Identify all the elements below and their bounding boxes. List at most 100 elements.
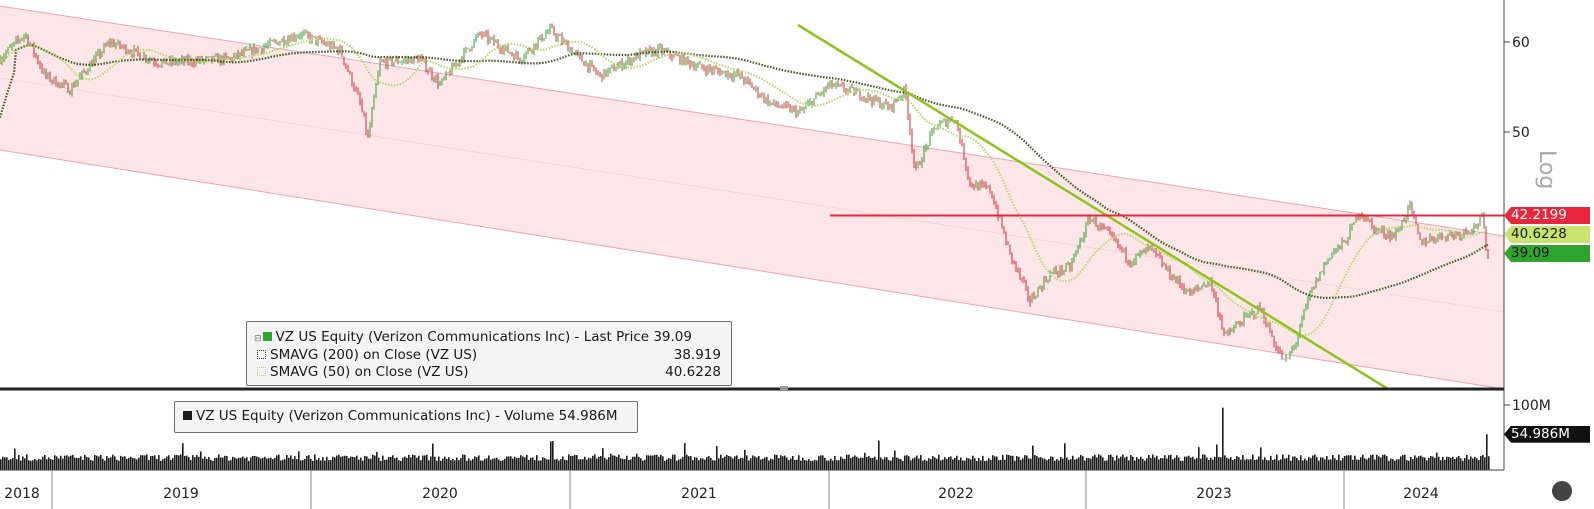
volume-bar	[1120, 456, 1122, 470]
volume-bar	[194, 457, 196, 470]
volume-bar	[920, 454, 922, 470]
volume-bar	[1218, 456, 1220, 470]
volume-bar	[800, 460, 802, 470]
volume-bar	[284, 459, 286, 470]
panel-resize-handle[interactable]	[780, 386, 788, 390]
volume-bar	[1406, 460, 1408, 470]
volume-bar	[1432, 456, 1434, 470]
volume-bar	[224, 455, 226, 470]
volume-bar	[438, 456, 440, 470]
volume-bar	[390, 457, 392, 470]
volume-bar	[520, 455, 522, 470]
volume-bar	[1106, 460, 1108, 470]
volume-bar	[1060, 457, 1062, 470]
volume-bar	[898, 458, 900, 470]
volume-bar	[966, 457, 968, 470]
volume-bar	[942, 459, 944, 470]
volume-bar	[562, 456, 564, 470]
volume-bar	[368, 458, 370, 470]
volume-bar	[260, 458, 262, 470]
volume-bar	[1200, 458, 1202, 470]
volume-bar	[614, 455, 616, 470]
volume-bar	[332, 456, 334, 470]
volume-bar	[1216, 444, 1218, 470]
volume-bar	[624, 459, 626, 470]
volume-bar	[1094, 454, 1096, 470]
volume-bar	[1360, 457, 1362, 470]
volume-bar	[1004, 459, 1006, 470]
volume-bar	[320, 460, 322, 470]
volume-bar	[1374, 459, 1376, 470]
volume-bar	[1008, 454, 1010, 470]
volume-bar	[1088, 458, 1090, 470]
volume-bar	[974, 458, 976, 470]
volume-bar	[992, 455, 994, 470]
downtrend-line[interactable]	[797, 23, 1389, 391]
volume-bar	[628, 460, 630, 470]
volume-bar	[1182, 460, 1184, 470]
x-axis-labels: 2018 2019 2020 2021 2022 2023 2024	[4, 470, 1439, 509]
volume-legend[interactable]: VZ US Equity (Verizon Communications Inc…	[174, 401, 638, 433]
volume-bar	[1172, 459, 1174, 470]
volume-bar	[380, 460, 382, 470]
volume-bar	[328, 460, 330, 470]
volume-bar	[288, 457, 290, 470]
volume-bar	[130, 456, 132, 470]
volume-bar	[972, 455, 974, 470]
volume-bar	[76, 457, 78, 470]
volume-bar	[1242, 455, 1244, 470]
sma50-line	[0, 37, 1489, 337]
volume-bar	[1128, 460, 1130, 470]
scroll-knob-icon[interactable]	[1552, 481, 1572, 501]
volume-bar	[956, 455, 958, 470]
volume-bar	[82, 459, 84, 470]
volume-bar	[1214, 456, 1216, 470]
volume-bar	[722, 458, 724, 470]
volume-bar	[168, 455, 170, 470]
volume-bar	[448, 457, 450, 470]
price-panel	[0, 5, 1505, 391]
volume-bar	[220, 457, 222, 470]
volume-bar	[232, 456, 234, 470]
volume-bar	[1382, 454, 1384, 470]
volume-bar	[120, 455, 122, 470]
volume-bar	[980, 460, 982, 470]
volume-bar	[984, 460, 986, 470]
volume-bar	[398, 460, 400, 470]
volume-bar	[8, 459, 10, 470]
volume-bar	[878, 440, 880, 470]
volume-bar	[98, 456, 100, 470]
volume-bar	[784, 455, 786, 470]
volume-bar	[358, 459, 360, 470]
price-legend[interactable]: ⊟ VZ US Equity (Verizon Communications In…	[246, 321, 732, 386]
volume-bar	[190, 459, 192, 470]
volume-bar	[676, 460, 678, 470]
volume-bar	[776, 454, 778, 470]
volume-bar	[1464, 457, 1466, 470]
volume-bar	[1188, 455, 1190, 470]
volume-bar	[1326, 456, 1328, 470]
dotted-square-icon	[257, 367, 266, 376]
volume-bar	[418, 455, 420, 470]
volume-bar	[814, 459, 816, 470]
volume-bar	[904, 455, 906, 470]
volume-bar	[206, 458, 208, 470]
volume-bar	[144, 455, 146, 470]
volume-bar	[1272, 460, 1274, 470]
volume-bar	[1400, 456, 1402, 470]
volume-bar	[660, 454, 662, 470]
volume-bar	[1070, 459, 1072, 470]
volume-bar	[434, 456, 436, 470]
volume-bar	[886, 457, 888, 470]
volume-bar	[1294, 456, 1296, 470]
volume-bar	[1136, 457, 1138, 470]
volume-bar	[908, 456, 910, 470]
volume-bar	[642, 460, 644, 470]
volume-bar	[988, 458, 990, 470]
volume-bar	[1160, 457, 1162, 470]
volume-bar	[854, 455, 856, 470]
volume-bar	[1436, 452, 1438, 470]
volume-bar	[256, 456, 258, 470]
volume-tag: 54.986M	[1504, 425, 1590, 443]
